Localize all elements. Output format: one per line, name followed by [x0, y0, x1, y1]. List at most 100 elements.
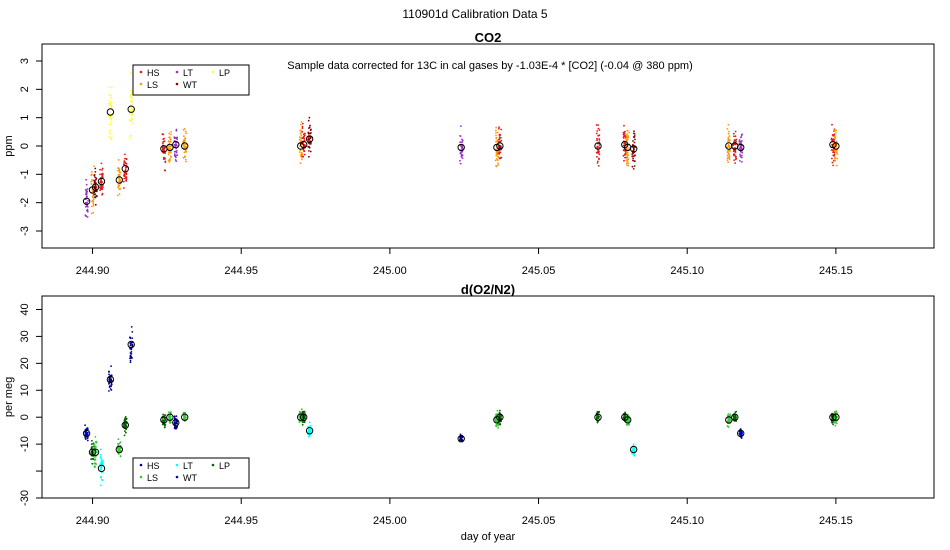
- o2n2-data-point: [119, 455, 122, 457]
- o2n2-data-point: [304, 414, 307, 417]
- o2n2-data-point: [494, 418, 497, 421]
- o2n2-y-tick-label: -10: [19, 436, 31, 452]
- co2-data-point: [108, 93, 111, 96]
- co2-data-point: [99, 189, 101, 192]
- co2-y-tick-label: 1: [19, 115, 31, 121]
- co2-data-point: [86, 210, 89, 213]
- co2-mean-marker: [91, 183, 100, 191]
- o2n2-data-point: [100, 457, 102, 460]
- o2n2-data-point: [99, 484, 102, 487]
- co2-data-point: [729, 150, 731, 152]
- o2n2-data-point: [110, 379, 112, 382]
- co2-data-point: [835, 164, 838, 167]
- co2-data-point: [131, 122, 134, 125]
- co2-data-point: [596, 137, 598, 140]
- co2-data-point: [124, 153, 126, 156]
- co2-data-point: [300, 129, 302, 132]
- co2-data-point: [184, 150, 187, 153]
- co2-data-point: [299, 149, 302, 152]
- co2-data-point: [833, 158, 836, 160]
- co2-data-point: [300, 134, 303, 137]
- o2n2-data-point: [183, 417, 186, 420]
- co2-data-point: [108, 136, 110, 139]
- o2n2-data-point: [110, 389, 113, 391]
- o2n2-legend-swatch: [139, 463, 143, 467]
- co2-data-point: [309, 124, 311, 127]
- o2n2-data-point: [129, 357, 132, 359]
- o2n2-y-tick-label: 20: [19, 357, 31, 369]
- co2-data-point: [632, 159, 634, 162]
- o2n2-data-point: [100, 461, 102, 464]
- o2n2-data-point: [101, 471, 103, 474]
- o2n2-data-point: [162, 413, 165, 416]
- o2n2-data-point: [130, 348, 133, 350]
- co2-data-point: [500, 137, 502, 139]
- o2n2-data-point: [131, 344, 134, 346]
- co2-data-point: [99, 168, 101, 171]
- co2-data-point: [108, 102, 110, 105]
- o2n2-data-point: [94, 436, 97, 438]
- co2-data-point: [129, 72, 132, 74]
- co2-data-point: [185, 132, 188, 135]
- co2-data-point: [597, 146, 599, 148]
- o2n2-data-point: [183, 411, 186, 414]
- co2-data-point: [100, 162, 103, 165]
- co2-data-point: [498, 151, 501, 154]
- o2n2-data-point: [93, 452, 95, 455]
- co2-data-point: [184, 139, 186, 142]
- o2n2-data-point: [734, 411, 737, 414]
- co2-data-point: [85, 183, 88, 186]
- o2n2-mean-marker: [300, 413, 308, 421]
- o2n2-data-point: [129, 361, 132, 364]
- co2-data-point: [101, 192, 104, 195]
- o2n2-data-point: [173, 417, 176, 419]
- co2-data-point: [497, 164, 500, 167]
- o2n2-y-tick-label: -30: [19, 490, 31, 506]
- co2-data-point: [170, 133, 172, 136]
- o2n2-data-point: [86, 439, 89, 442]
- co2-mean-marker: [457, 143, 465, 152]
- co2-data-point: [185, 160, 187, 163]
- co2-data-point: [459, 135, 462, 138]
- o2n2-data-point: [125, 431, 127, 434]
- co2-data-point: [460, 125, 462, 127]
- o2n2-data-point: [93, 446, 96, 449]
- co2-data-point: [460, 141, 463, 144]
- o2n2-data-point: [300, 408, 303, 411]
- o2n2-data-point: [94, 441, 97, 443]
- o2n2-data-point: [625, 423, 628, 426]
- co2-data-point: [831, 157, 833, 160]
- co2-data-point: [86, 216, 89, 218]
- co2-data-point: [461, 138, 463, 141]
- co2-data-point: [308, 126, 311, 129]
- co2-data-point: [302, 136, 304, 139]
- co2-legend-label: LS: [147, 80, 158, 90]
- co2-data-point: [597, 124, 599, 126]
- co2-data-point: [301, 125, 304, 128]
- o2n2-mean-marker: [725, 416, 733, 424]
- co2-data-point: [597, 165, 600, 167]
- co2-data-point: [93, 165, 95, 168]
- o2n2-mean-marker: [829, 413, 837, 421]
- co2-data-point: [85, 201, 88, 204]
- co2-data-point: [832, 164, 834, 167]
- co2-data-point: [183, 135, 185, 138]
- co2-data-point: [728, 130, 730, 133]
- o2n2-data-point: [123, 434, 126, 437]
- o2n2-mean-marker: [160, 416, 168, 424]
- o2n2-data-point: [461, 439, 464, 442]
- co2-data-point: [728, 154, 731, 157]
- co2-data-point: [184, 137, 187, 140]
- o2n2-data-point: [163, 414, 166, 416]
- co2-data-point: [129, 99, 132, 102]
- co2-data-point: [624, 130, 626, 133]
- co2-data-point: [633, 165, 636, 167]
- o2n2-data-point: [131, 331, 134, 333]
- o2n2-data-point: [164, 419, 167, 422]
- o2n2-data-point: [84, 424, 86, 427]
- co2-y-axis-label: ppm: [3, 135, 15, 156]
- co2-data-point: [622, 149, 625, 152]
- co2-data-point: [734, 149, 737, 152]
- co2-data-point: [739, 153, 741, 156]
- co2-data-point: [832, 154, 835, 157]
